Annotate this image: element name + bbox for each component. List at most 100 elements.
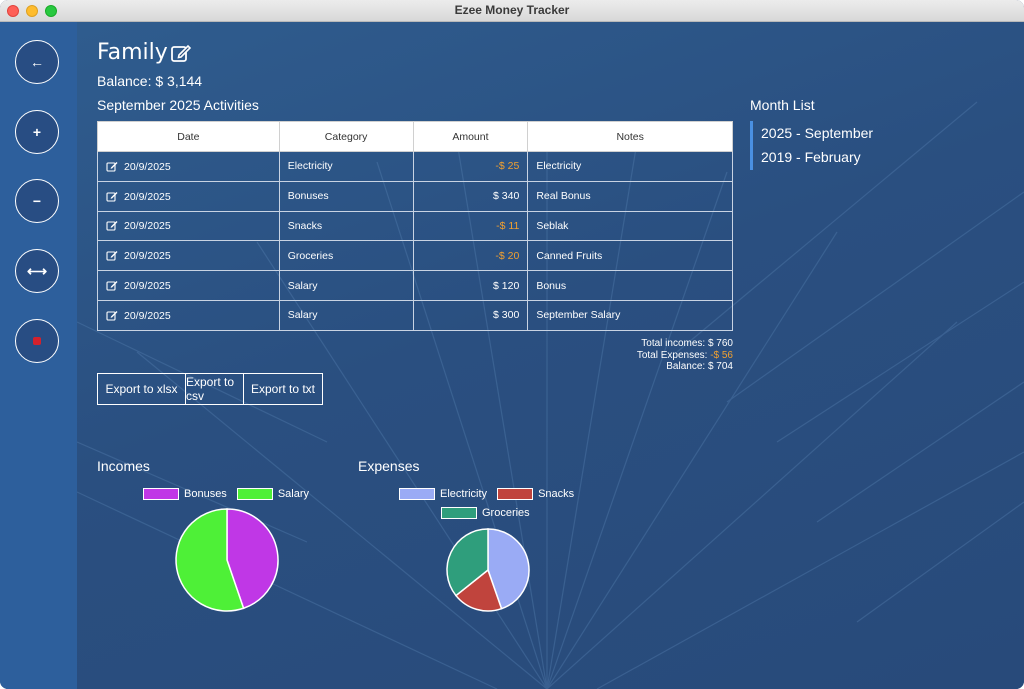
expenses-pie-chart [446,528,530,612]
legend-label-snacks: Snacks [538,488,575,500]
back-button[interactable]: ← [15,40,59,84]
edit-row-icon[interactable] [106,160,118,172]
zoom-window-button[interactable] [45,5,57,17]
cell-category: Bonuses [278,180,414,212]
cell-date: 20/9/2025 [97,180,280,212]
window-title: Ezee Money Tracker [454,3,570,17]
month-item[interactable]: 2025 - September [761,125,874,141]
plus-icon: + [32,124,42,140]
table-header-row: Date Category Amount Notes [97,121,733,152]
cell-category: Salary [278,299,414,331]
column-header-amount: Amount [412,121,529,152]
legend-swatch-salary [236,488,273,500]
total-expenses: Total Expenses: -$ 56 [636,349,733,361]
cell-amount: -$ 11 [412,210,529,242]
cell-date: 20/9/2025 [97,210,280,242]
group-balance: Balance: $ 3,144 [97,73,203,89]
activities-table-body: 20/9/2025 Electricity -$ 25 Electricity 20/9… [97,151,733,331]
table-row[interactable]: 20/9/2025 Salary $ 300 September Salary [97,299,733,331]
double-arrow-icon: ⟷ [26,262,48,279]
title-bar: Ezee Money Tracker [0,0,1024,22]
stop-icon [33,337,41,345]
legend-swatch-groceries [441,507,477,519]
transfer-button[interactable]: ⟷ [15,249,59,293]
legend-label-salary: Salary [277,488,309,500]
pie-slice-snacks [454,568,503,612]
add-expense-button[interactable]: − [15,179,59,223]
export-txt-button[interactable]: Export to txt [244,373,323,405]
cell-notes: Real Bonus [527,180,733,212]
edit-row-icon[interactable] [106,249,118,261]
pie-slice-electricity [487,528,530,610]
record-button[interactable] [15,319,59,363]
cell-category: Snacks [278,210,414,242]
cell-notes: Seblak [527,210,733,242]
expenses-chart-title: Expenses [358,458,420,474]
content-area: Family Balance: $ 3,144 September 2025 A… [77,22,1024,689]
month-item[interactable]: 2019 - February [761,149,861,165]
pie-slice-groceries [446,528,489,597]
table-row[interactable]: 20/9/2025 Electricity -$ 25 Electricity [97,151,733,182]
pie-slice-salary [175,508,245,612]
totals-summary: Total incomes: $ 760 Total Expenses: -$ … [637,338,733,373]
cell-amount: $ 120 [412,270,529,301]
incomes-legend: Bonuses Salary [143,488,319,500]
activities-table: Date Category Amount Notes 20/9/2025 Elec… [97,121,733,331]
incomes-pie-chart [175,508,279,612]
cell-date: 20/9/2025 [97,151,280,182]
edit-row-icon[interactable] [106,219,118,232]
legend-swatch-snacks [497,488,534,500]
edit-row-icon[interactable] [106,190,118,202]
edit-row-icon[interactable] [106,279,118,291]
cell-amount: $ 340 [412,180,529,212]
export-csv-button[interactable]: Export to csv [186,373,244,405]
cell-date: 20/9/2025 [97,240,280,272]
minimize-window-button[interactable] [26,5,38,17]
total-incomes: Total incomes: $ 760 [641,338,733,349]
cell-category: Salary [278,270,414,301]
activities-title: September 2025 Activities [97,97,259,113]
minus-icon: − [32,193,42,209]
page-title: Family [97,40,168,65]
cell-notes: Bonus [527,270,733,301]
table-row[interactable]: 20/9/2025 Groceries -$ 20 Canned Fruits [97,240,733,272]
cell-category: Groceries [278,240,414,272]
cell-amount: -$ 25 [412,151,529,182]
cell-notes: Electricity [527,151,733,182]
expenses-legend-row2: Groceries [441,507,540,519]
cell-notes: September Salary [527,299,733,331]
column-header-notes: Notes [527,121,733,152]
total-balance: Balance: $ 704 [666,361,733,372]
edit-row-icon[interactable] [106,309,118,321]
table-row[interactable]: 20/9/2025 Bonuses $ 340 Real Bonus [97,180,733,212]
legend-label-groceries: Groceries [482,507,530,519]
edit-icon[interactable] [170,42,192,64]
month-list-heading: Month List [750,97,815,113]
cell-amount: -$ 20 [412,240,529,272]
table-row[interactable]: 20/9/2025 Snacks -$ 11 Seblak [97,210,733,242]
arrow-left-icon: ← [30,54,44,70]
export-buttons: Export to xlsx Export to csv Export to t… [97,373,323,405]
legend-swatch-bonuses [143,488,179,500]
legend-swatch-electricity [399,488,435,500]
cell-amount: $ 300 [412,299,529,331]
pie-slice-bonuses [226,508,279,610]
month-list: 2025 - September 2019 - February [750,121,873,170]
cell-notes: Canned Fruits [527,240,733,272]
main-panel: Family Balance: $ 3,144 September 2025 A… [77,22,1024,689]
column-header-category: Category [278,121,414,152]
export-xlsx-button[interactable]: Export to xlsx [97,373,186,405]
table-row[interactable]: 20/9/2025 Salary $ 120 Bonus [97,270,733,301]
sidebar: ← + − ⟷ [0,22,77,689]
close-window-button[interactable] [7,5,19,17]
cell-category: Electricity [278,151,414,182]
cell-date: 20/9/2025 [97,270,280,301]
column-header-date: Date [97,121,280,152]
add-income-button[interactable]: + [15,110,59,154]
legend-label-electricity: Electricity [440,488,488,500]
incomes-chart-title: Incomes [97,458,150,474]
cell-date: 20/9/2025 [97,299,280,331]
legend-label-bonuses: Bonuses [184,488,227,500]
expenses-legend-row1: Electricity Snacks [399,488,584,500]
